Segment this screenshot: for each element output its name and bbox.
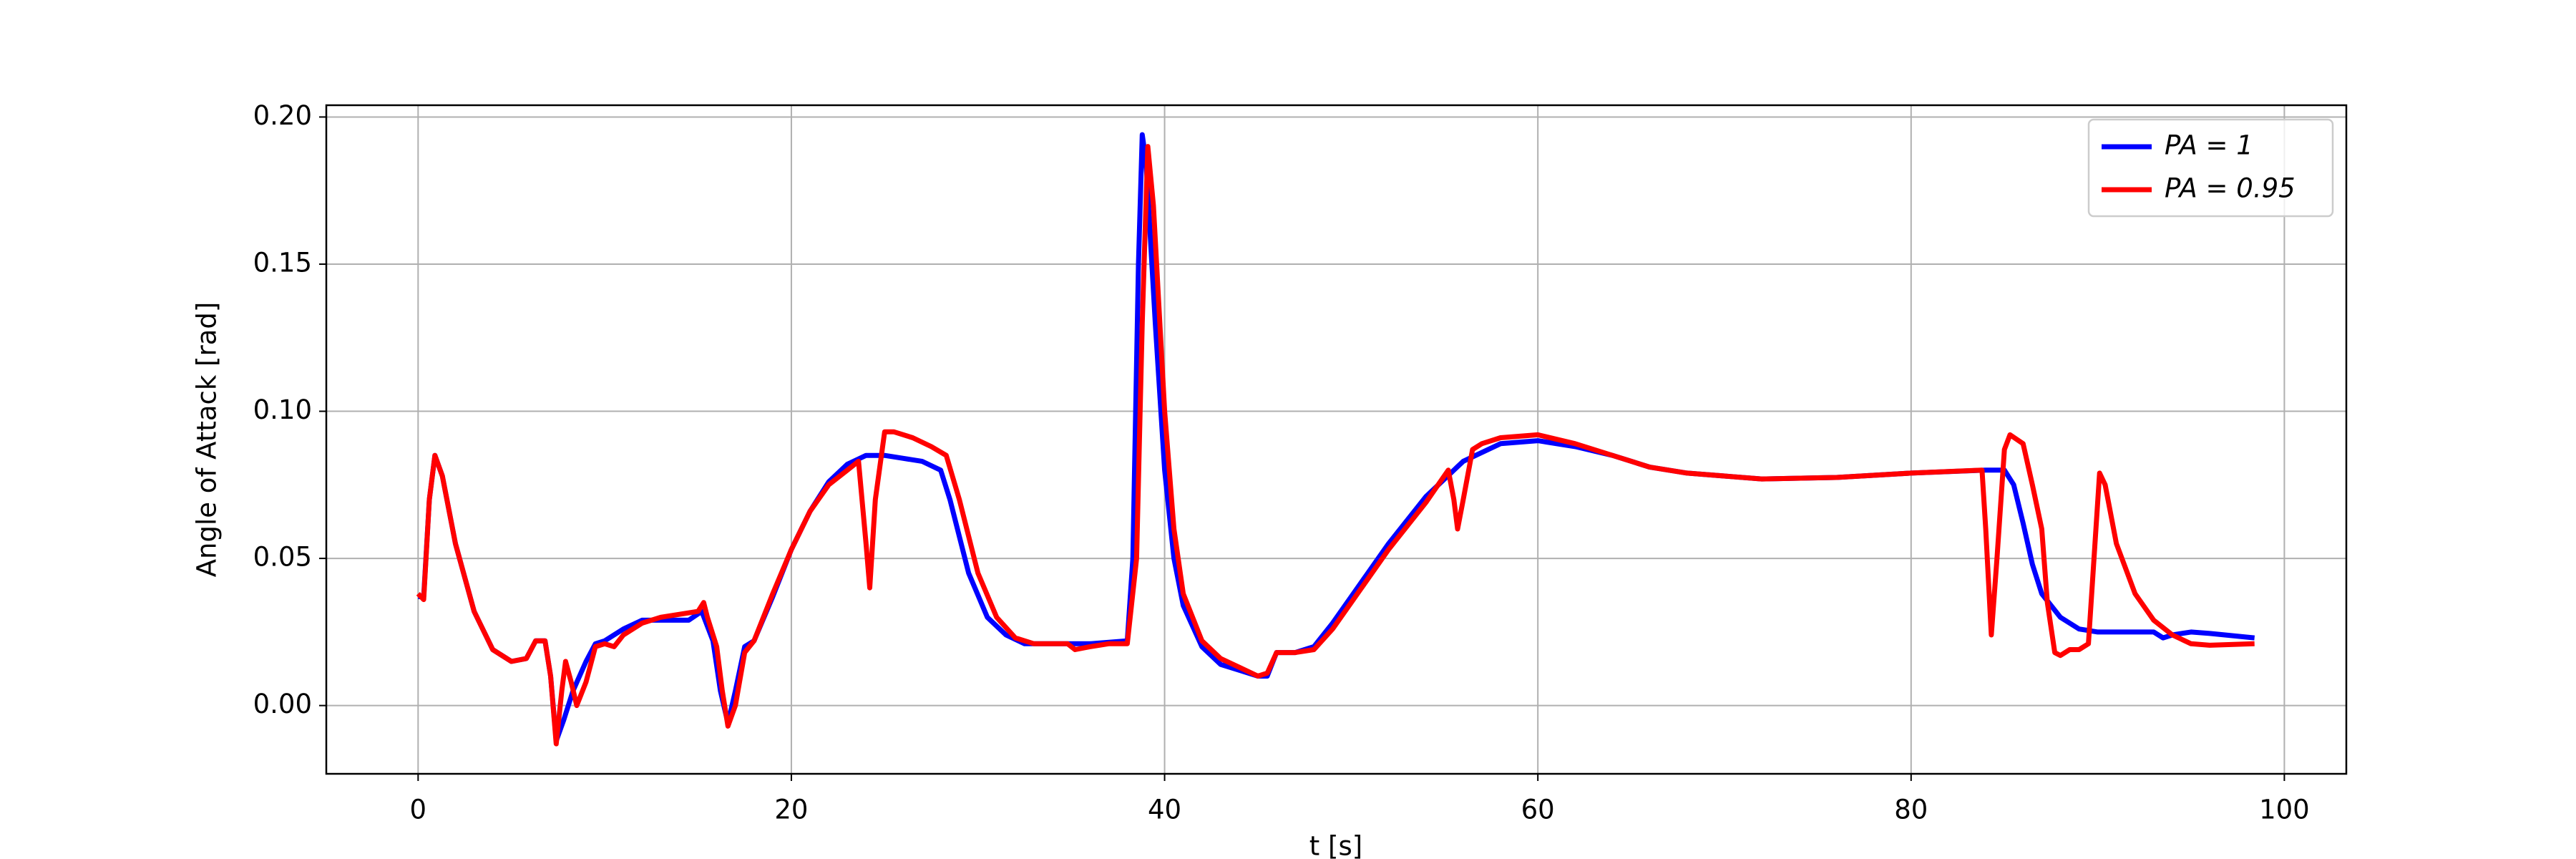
x-tick-label: 0: [410, 795, 427, 825]
data-line: [418, 132, 2255, 744]
x-tick-label: 60: [1521, 795, 1555, 825]
y-tick-label: 0.10: [253, 394, 312, 425]
x-tick-label: 20: [774, 795, 808, 825]
x-axis-label: t [s]: [1309, 831, 1362, 859]
x-tick-label: 80: [1894, 795, 1928, 825]
legend-label: PA = 0.95: [2165, 173, 2296, 204]
y-tick-label: 0.05: [253, 542, 312, 573]
y-tick-label: 0.20: [253, 100, 312, 131]
x-tick-label: 100: [2259, 795, 2310, 825]
y-tick-label: 0.15: [253, 247, 312, 278]
y-tick-label: 0.00: [253, 689, 312, 719]
y-axis-label: Angle of Attack [rad]: [192, 302, 223, 578]
legend-label: PA = 1: [2165, 130, 2253, 161]
plot-frame: [325, 104, 2348, 775]
data-line: [416, 144, 2255, 747]
x-tick-label: 40: [1148, 795, 1181, 825]
